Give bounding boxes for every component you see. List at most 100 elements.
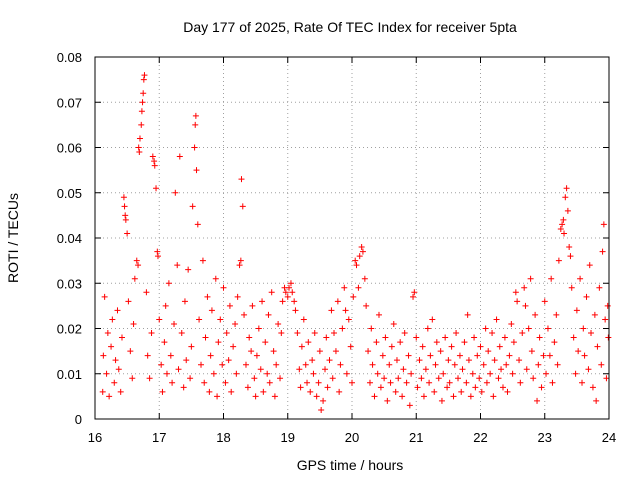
- data-point: [365, 348, 372, 355]
- data-point: [594, 343, 601, 350]
- data-point: [210, 370, 217, 377]
- data-point: [427, 352, 434, 359]
- data-point: [192, 121, 199, 128]
- data-point: [384, 397, 391, 404]
- data-point: [575, 348, 582, 355]
- data-point: [560, 216, 567, 223]
- data-point: [508, 320, 515, 327]
- data-point: [419, 343, 426, 350]
- x-tick-label: 19: [281, 430, 295, 445]
- data-point: [297, 384, 304, 391]
- data-point: [386, 361, 393, 368]
- data-point: [489, 330, 496, 337]
- data-point: [401, 330, 408, 337]
- data-point: [316, 348, 323, 355]
- data-point: [437, 348, 444, 355]
- data-point: [563, 185, 570, 192]
- data-point: [464, 311, 471, 318]
- data-point: [212, 275, 219, 282]
- data-point: [151, 162, 158, 169]
- data-point: [115, 366, 122, 373]
- data-point: [551, 339, 558, 346]
- data-point: [353, 262, 360, 269]
- data-point: [141, 72, 148, 79]
- data-point: [474, 352, 481, 359]
- data-point: [121, 203, 128, 210]
- data-point: [568, 284, 575, 291]
- data-point: [135, 144, 142, 151]
- data-point: [255, 325, 262, 332]
- data-point: [320, 397, 327, 404]
- data-point: [424, 325, 431, 332]
- data-point: [476, 375, 483, 382]
- data-point: [236, 262, 243, 269]
- data-point: [215, 339, 222, 346]
- x-tick-label: 20: [345, 430, 359, 445]
- data-point: [467, 393, 474, 400]
- data-point: [171, 320, 178, 327]
- data-point: [548, 275, 555, 282]
- data-point: [422, 366, 429, 373]
- data-point: [503, 361, 510, 368]
- data-point: [101, 293, 108, 300]
- data-point: [431, 388, 438, 395]
- data-point: [125, 298, 132, 305]
- data-point: [278, 330, 285, 337]
- data-point: [165, 280, 172, 287]
- data-point: [225, 357, 232, 364]
- data-point: [478, 388, 485, 395]
- data-point: [324, 384, 331, 391]
- y-tick-label: 0.01: [57, 367, 82, 382]
- data-point: [100, 352, 107, 359]
- y-tick-label: 0.07: [57, 95, 82, 110]
- data-point: [483, 379, 490, 386]
- data-point: [480, 361, 487, 368]
- data-point: [289, 289, 296, 296]
- data-point: [183, 357, 190, 364]
- data-point: [251, 375, 258, 382]
- data-point: [149, 153, 156, 160]
- data-point: [420, 393, 427, 400]
- data-point: [180, 384, 187, 391]
- x-axis-tick-labels: 16 17 18 19 20 21 22 23 24: [88, 430, 616, 445]
- data-point: [405, 352, 412, 359]
- data-point: [498, 366, 505, 373]
- data-point: [246, 334, 253, 341]
- data-point: [202, 334, 209, 341]
- data-point: [193, 167, 200, 174]
- data-point: [268, 289, 275, 296]
- y-axis-tick-labels: 0 0.01 0.02 0.03 0.04 0.05 0.06 0.07 0.08: [57, 50, 82, 427]
- data-point: [329, 375, 336, 382]
- data-point: [239, 203, 246, 210]
- chart-title: Day 177 of 2025, Rate Of TEC Index for r…: [183, 19, 517, 35]
- data-point: [517, 379, 524, 386]
- data-point: [127, 348, 134, 355]
- x-tick-label: 16: [88, 430, 102, 445]
- data-point: [167, 352, 174, 359]
- data-point: [605, 334, 612, 341]
- data-point: [566, 244, 573, 251]
- data-point: [448, 343, 455, 350]
- data-point: [310, 370, 317, 377]
- data-point: [577, 275, 584, 282]
- data-point: [143, 289, 150, 296]
- data-point: [591, 311, 598, 318]
- data-point: [371, 393, 378, 400]
- data-point: [598, 361, 605, 368]
- data-point: [408, 370, 415, 377]
- data-point: [322, 366, 329, 373]
- data-point: [504, 388, 511, 395]
- data-point: [459, 366, 466, 373]
- data-point: [450, 393, 457, 400]
- data-point: [521, 284, 528, 291]
- data-point: [562, 194, 569, 201]
- data-point: [140, 90, 147, 97]
- data-point: [287, 280, 294, 287]
- data-point: [418, 375, 425, 382]
- data-point: [266, 379, 273, 386]
- data-point: [104, 330, 111, 337]
- data-point: [146, 375, 153, 382]
- data-point: [154, 253, 161, 260]
- data-point: [277, 375, 284, 382]
- data-point: [543, 370, 550, 377]
